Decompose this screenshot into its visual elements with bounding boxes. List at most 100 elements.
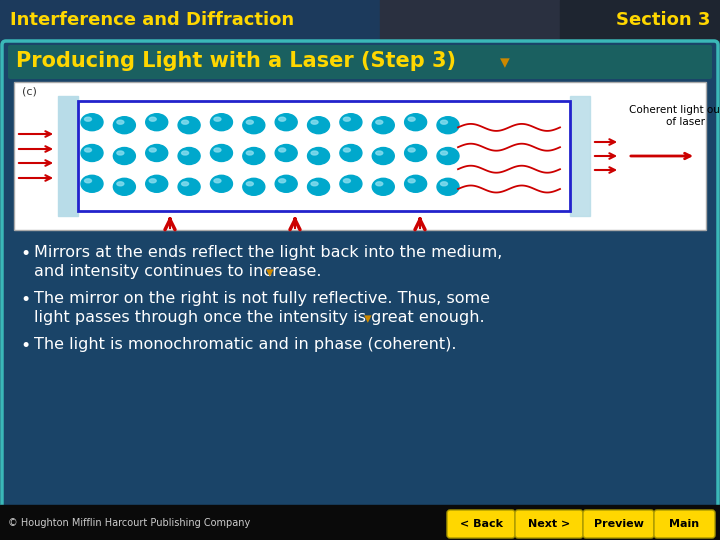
Ellipse shape [84, 117, 91, 121]
Ellipse shape [246, 182, 253, 186]
Text: and intensity continues to increase.: and intensity continues to increase. [34, 264, 322, 279]
Ellipse shape [149, 117, 156, 121]
Ellipse shape [214, 117, 221, 121]
Ellipse shape [145, 176, 168, 192]
FancyBboxPatch shape [654, 510, 715, 538]
Ellipse shape [246, 120, 253, 124]
Ellipse shape [405, 114, 427, 131]
Ellipse shape [81, 176, 103, 192]
Ellipse shape [437, 117, 459, 134]
Ellipse shape [145, 145, 168, 161]
Text: light passes through once the intensity is great enough.: light passes through once the intensity … [34, 310, 485, 325]
Text: Interference and Diffraction: Interference and Diffraction [10, 11, 294, 29]
Text: Main: Main [670, 519, 700, 529]
Ellipse shape [178, 178, 200, 195]
Bar [0, 0, 720, 40]
Ellipse shape [149, 148, 156, 152]
Ellipse shape [243, 178, 265, 195]
Ellipse shape [372, 117, 395, 134]
Ellipse shape [117, 182, 124, 186]
Ellipse shape [405, 176, 427, 192]
Text: ▾: ▾ [364, 311, 372, 326]
Ellipse shape [149, 179, 156, 183]
Text: ▾: ▾ [266, 265, 274, 280]
Bar [380, 0, 720, 40]
Ellipse shape [210, 176, 233, 192]
Text: •: • [20, 337, 30, 355]
Ellipse shape [340, 145, 362, 161]
FancyBboxPatch shape [447, 510, 515, 538]
Text: •: • [20, 291, 30, 309]
FancyBboxPatch shape [2, 41, 718, 509]
Ellipse shape [437, 178, 459, 195]
Bar [570, 96, 590, 216]
Ellipse shape [113, 117, 135, 134]
Ellipse shape [275, 145, 297, 161]
Text: Coherent light output: Coherent light output [629, 105, 720, 115]
Ellipse shape [376, 151, 383, 155]
Ellipse shape [307, 117, 330, 134]
Ellipse shape [181, 120, 189, 124]
Ellipse shape [243, 117, 265, 134]
Ellipse shape [210, 145, 233, 161]
Text: Producing Light with a Laser (Step 3): Producing Light with a Laser (Step 3) [16, 51, 456, 71]
Text: Preview: Preview [593, 519, 644, 529]
Text: Mirrors at the ends reflect the light back into the medium,: Mirrors at the ends reflect the light ba… [34, 245, 503, 260]
Text: © Houghton Mifflin Harcourt Publishing Company: © Houghton Mifflin Harcourt Publishing C… [8, 518, 251, 528]
Ellipse shape [408, 179, 415, 183]
Ellipse shape [117, 120, 124, 124]
Ellipse shape [279, 148, 286, 152]
Ellipse shape [311, 182, 318, 186]
Text: •: • [20, 245, 30, 263]
Ellipse shape [311, 151, 318, 155]
Bar [0, 505, 720, 540]
Ellipse shape [279, 117, 286, 121]
Ellipse shape [214, 148, 221, 152]
Ellipse shape [117, 151, 124, 155]
Ellipse shape [311, 120, 318, 124]
Text: The light is monochromatic and in phase (coherent).: The light is monochromatic and in phase … [34, 337, 456, 352]
FancyBboxPatch shape [8, 45, 712, 79]
Ellipse shape [372, 178, 395, 195]
Ellipse shape [343, 148, 351, 152]
Ellipse shape [307, 178, 330, 195]
Ellipse shape [340, 176, 362, 192]
Ellipse shape [405, 145, 427, 161]
Ellipse shape [441, 151, 448, 155]
Text: < Back: < Back [459, 519, 503, 529]
Ellipse shape [408, 148, 415, 152]
Ellipse shape [181, 182, 189, 186]
Ellipse shape [275, 114, 297, 131]
Ellipse shape [214, 179, 221, 183]
Ellipse shape [178, 147, 200, 165]
Ellipse shape [441, 120, 448, 124]
Ellipse shape [145, 114, 168, 131]
Bar [78, 101, 570, 211]
Ellipse shape [408, 117, 415, 121]
Ellipse shape [307, 147, 330, 165]
Text: Section 3: Section 3 [616, 11, 710, 29]
Ellipse shape [279, 179, 286, 183]
Ellipse shape [181, 151, 189, 155]
Ellipse shape [84, 148, 91, 152]
Ellipse shape [275, 176, 297, 192]
Ellipse shape [246, 151, 253, 155]
Ellipse shape [376, 120, 383, 124]
Bar [14, 82, 706, 230]
Bar [58, 96, 78, 216]
Text: ▾: ▾ [500, 53, 510, 72]
Ellipse shape [376, 182, 383, 186]
Ellipse shape [113, 147, 135, 165]
FancyBboxPatch shape [583, 510, 654, 538]
Text: The mirror on the right is not fully reflective. Thus, some: The mirror on the right is not fully ref… [34, 291, 490, 306]
Ellipse shape [113, 178, 135, 195]
Ellipse shape [243, 147, 265, 165]
Ellipse shape [81, 145, 103, 161]
Text: (c): (c) [22, 86, 37, 96]
Ellipse shape [441, 182, 448, 186]
Ellipse shape [343, 117, 351, 121]
Ellipse shape [81, 114, 103, 131]
Text: Next >: Next > [528, 519, 570, 529]
Ellipse shape [178, 117, 200, 134]
Text: of laser: of laser [665, 117, 704, 127]
